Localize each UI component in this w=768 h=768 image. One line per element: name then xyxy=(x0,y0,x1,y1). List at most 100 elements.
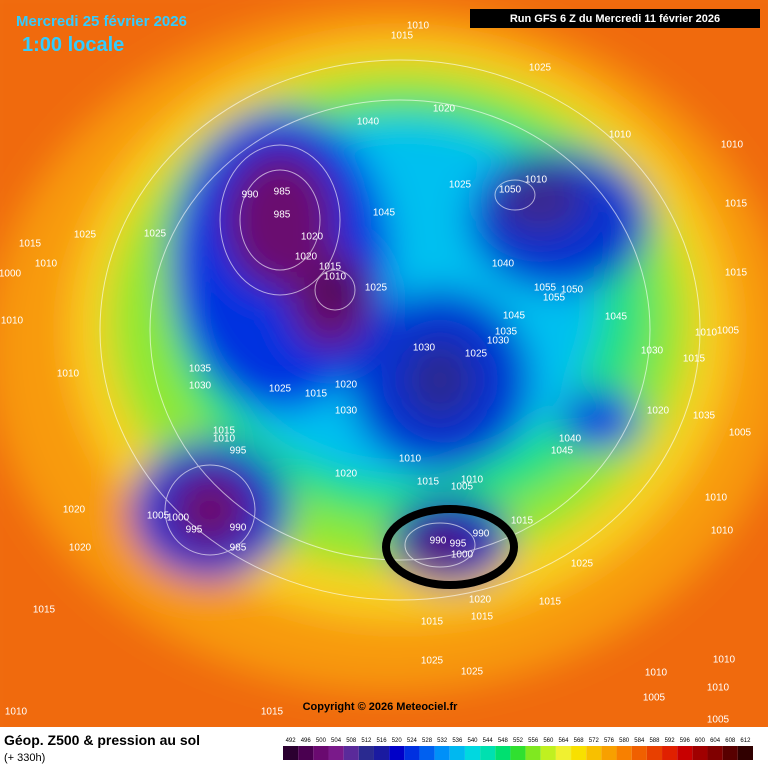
scale-swatch xyxy=(601,746,617,760)
scale-swatch xyxy=(434,746,450,760)
scale-tick-label: 580 xyxy=(619,738,630,744)
isobar-label: 1045 xyxy=(373,208,396,219)
isobar-label: 1025 xyxy=(449,180,472,191)
scale-tick-label: 496 xyxy=(301,738,312,744)
isobar-label: 1015 xyxy=(471,612,494,623)
isobar-label: 1015 xyxy=(19,239,42,250)
scale-tick-label: 604 xyxy=(710,738,721,744)
scale-swatch xyxy=(586,746,602,760)
scale-swatch xyxy=(480,746,496,760)
run-info: Run GFS 6 Z du Mercredi 11 février 2026 xyxy=(510,13,720,25)
scale-tick-label: 512 xyxy=(361,738,372,744)
scale-tick-label: 536 xyxy=(452,738,463,744)
isobar-label: 1010 xyxy=(705,493,728,504)
date: Mercredi 25 février 2026 xyxy=(16,13,187,30)
scale-swatch xyxy=(373,746,390,760)
scale-tick-label: 592 xyxy=(665,738,676,744)
scale-swatch xyxy=(616,746,632,760)
isobar-label: 1005 xyxy=(707,715,730,726)
isobar-label: 1025 xyxy=(365,283,388,294)
isobar-label: 1025 xyxy=(461,667,484,678)
scale-tick-label: 588 xyxy=(649,738,660,744)
isobar-label: 990 xyxy=(430,536,447,547)
scale-tick-label: 520 xyxy=(392,738,403,744)
isobar-label: 1040 xyxy=(559,434,582,445)
isobar-label: 1050 xyxy=(499,185,522,196)
isobar-label: 1010 xyxy=(721,140,744,151)
isobar-label: 985 xyxy=(274,187,291,198)
isobar-label: 1000 xyxy=(0,269,22,280)
isobar-label: 1020 xyxy=(335,469,358,480)
isobar-label: 1045 xyxy=(503,311,526,322)
scale-tick-label: 500 xyxy=(316,738,327,744)
isobar-label: 1015 xyxy=(319,262,342,273)
isobar-label: 1025 xyxy=(465,349,488,360)
isobar-label: 1010 xyxy=(213,434,236,445)
copyright: Copyright © 2026 Meteociel.fr xyxy=(303,701,459,713)
isobar-label: 1025 xyxy=(571,559,594,570)
scale-tick-label: 564 xyxy=(558,738,569,744)
isobar-label: 1055 xyxy=(534,283,557,294)
isobar-label: 1030 xyxy=(189,381,212,392)
isobar-label: 1045 xyxy=(605,312,628,323)
isobar-label: 1000 xyxy=(167,513,190,524)
scale-tick-label: 572 xyxy=(589,738,600,744)
isobar-label: 995 xyxy=(230,446,247,457)
isobar-label: 1025 xyxy=(529,63,552,74)
isobar-label: 1035 xyxy=(693,411,716,422)
scale-tick-label: 576 xyxy=(604,738,615,744)
scale-tick-label: 516 xyxy=(377,738,388,744)
isobar-label: 1010 xyxy=(407,21,430,32)
scale-tick-label: 492 xyxy=(286,738,297,744)
isobar-label: 1010 xyxy=(461,475,484,486)
isobar-label: 1020 xyxy=(295,252,318,263)
scale-tick-label: 608 xyxy=(725,738,736,744)
scale-swatch xyxy=(358,746,374,760)
isobar-label: 1015 xyxy=(725,268,748,279)
isobar-label: 1040 xyxy=(357,117,380,128)
isobar-label: 1035 xyxy=(189,364,212,375)
scale-swatch xyxy=(722,746,738,760)
color-scale: 492 496 500 504 508 512 516 520 524 528 532 536 540 5… xyxy=(283,738,753,760)
isobar-label: 1010 xyxy=(324,272,347,283)
isobar-label: 1005 xyxy=(717,326,740,337)
isobar-label: 1015 xyxy=(421,617,444,628)
isobar-label: 1020 xyxy=(63,505,86,516)
scale-tick-label: 560 xyxy=(543,738,554,744)
scale-tick-label: 528 xyxy=(422,738,433,744)
isobar-label: 1015 xyxy=(213,426,236,437)
isobar-label: 1010 xyxy=(35,259,58,270)
scale-swatch xyxy=(737,746,753,760)
footer-title: Géop. Z500 & pression au sol xyxy=(4,732,200,748)
scale-tick-label: 552 xyxy=(513,738,524,744)
scale-tick-label: 556 xyxy=(528,738,539,744)
isobar-label: 1030 xyxy=(335,406,358,417)
highlight-ring xyxy=(382,505,518,589)
isobar-label: 1025 xyxy=(74,230,97,241)
scale-swatch xyxy=(692,746,708,760)
scale-tick-label: 600 xyxy=(695,738,706,744)
isobar-label: 1015 xyxy=(305,389,328,400)
scale-swatch xyxy=(404,746,420,760)
isobar-label: 1010 xyxy=(5,707,28,718)
scale-swatch xyxy=(677,746,693,760)
isobar-label: 985 xyxy=(274,210,291,221)
isobar-label: 990 xyxy=(242,190,259,201)
isobar-label: 1030 xyxy=(487,336,510,347)
isobar-label: 1045 xyxy=(551,446,574,457)
isobar-label: 1010 xyxy=(57,369,80,380)
scale-swatch xyxy=(495,746,511,760)
scale-tick-label: 596 xyxy=(680,738,691,744)
isobar-label: 1015 xyxy=(417,477,440,488)
isobar-label: 1020 xyxy=(433,104,456,115)
isobar-label: 1000 xyxy=(451,550,474,561)
isobar-lines xyxy=(99,59,701,601)
isobar-label: 1020 xyxy=(69,543,92,554)
isobar-label: 1025 xyxy=(144,229,167,240)
isobar-label: 995 xyxy=(186,525,203,536)
run-box xyxy=(470,9,760,28)
scale-tick-label: 532 xyxy=(437,738,448,744)
